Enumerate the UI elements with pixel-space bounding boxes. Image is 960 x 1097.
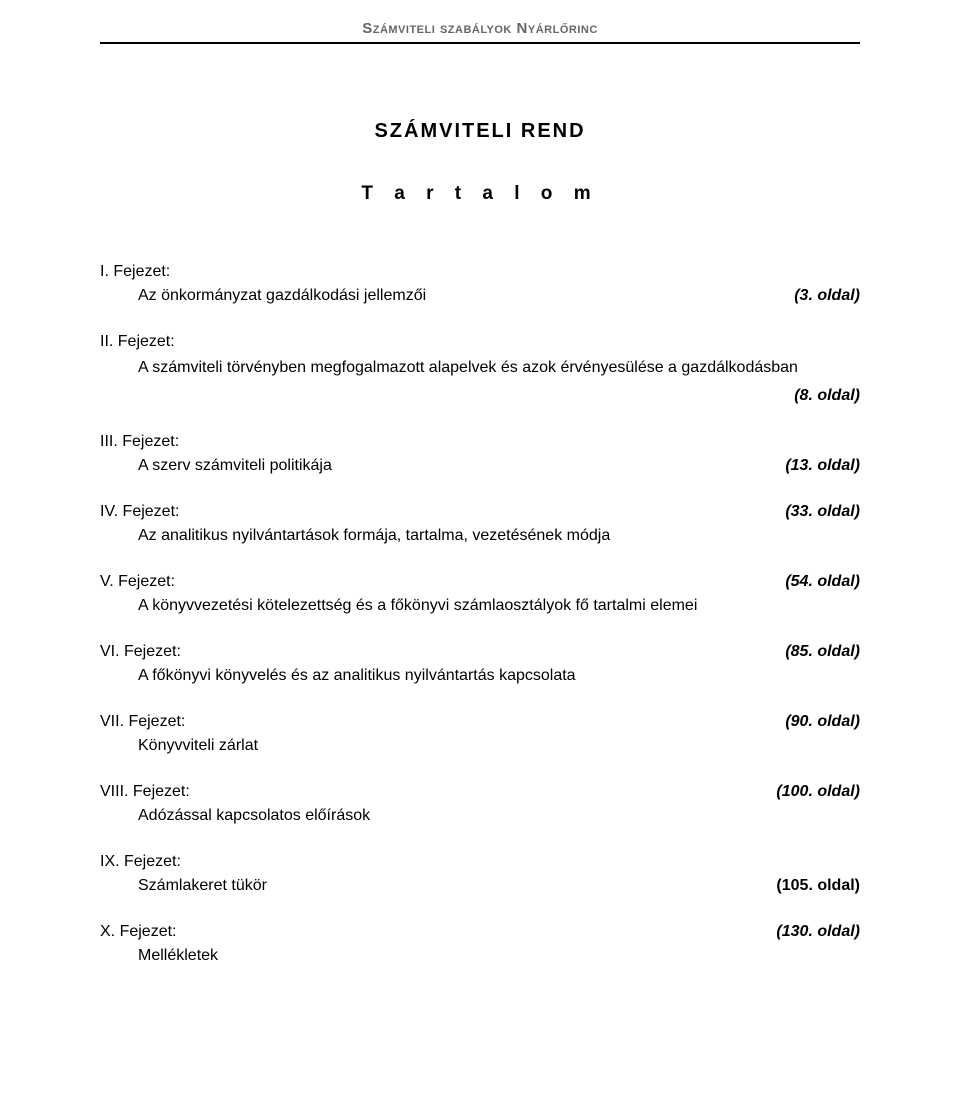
running-title: Számviteli szabályok Nyárlőrinc bbox=[362, 20, 598, 37]
toc-desc: A főkönyvi könyvelés és az analitikus ny… bbox=[138, 667, 576, 684]
toc-page: (130. oldal) bbox=[776, 920, 860, 944]
toc-page: (90. oldal) bbox=[785, 710, 860, 734]
toc-entry: IV. Fejezet: (33. oldal) Az analitikus n… bbox=[100, 500, 860, 548]
toc-label: II. Fejezet: bbox=[100, 330, 175, 354]
toc-entry: III. Fejezet: A szerv számviteli politik… bbox=[100, 430, 860, 478]
toc-page: (3. oldal) bbox=[794, 284, 860, 308]
toc-desc: A számviteli törvényben megfogalmazott a… bbox=[138, 359, 798, 376]
toc-label: X. Fejezet: bbox=[100, 920, 176, 944]
toc-entry: IX. Fejezet: Számlakeret tükör (105. old… bbox=[100, 850, 860, 898]
toc-page: (105. oldal) bbox=[776, 874, 860, 898]
toc-desc: A könyvvezetési kötelezettség és a főkön… bbox=[138, 597, 697, 614]
running-header: Számviteli szabályok Nyárlőrinc bbox=[100, 20, 860, 50]
toc-label: I. Fejezet: bbox=[100, 260, 170, 284]
toc-entry: X. Fejezet: (130. oldal) Mellékletek bbox=[100, 920, 860, 968]
toc-label: III. Fejezet: bbox=[100, 430, 179, 454]
toc-desc: Adózással kapcsolatos előírások bbox=[138, 807, 370, 824]
toc-label: VIII. Fejezet: bbox=[100, 780, 190, 804]
toc-desc: A szerv számviteli politikája bbox=[138, 454, 785, 478]
toc-desc: Számlakeret tükör bbox=[138, 874, 776, 898]
toc-page: (33. oldal) bbox=[785, 500, 860, 524]
toc-page: (8. oldal) bbox=[794, 384, 860, 408]
toc-desc: Mellékletek bbox=[138, 947, 218, 964]
toc-entry: VIII. Fejezet: (100. oldal) Adózással ka… bbox=[100, 780, 860, 828]
document-title: SZÁMVITELI REND bbox=[100, 120, 860, 143]
toc-entry: II. Fejezet: A számviteli törvényben meg… bbox=[100, 330, 860, 408]
table-of-contents: I. Fejezet: Az önkormányzat gazdálkodási… bbox=[100, 260, 860, 968]
toc-desc: Az analitikus nyilvántartások formája, t… bbox=[138, 527, 610, 544]
toc-label: VI. Fejezet: bbox=[100, 640, 181, 664]
toc-desc: Könyvviteli zárlat bbox=[138, 737, 258, 754]
toc-label: IV. Fejezet: bbox=[100, 500, 179, 524]
toc-page: (100. oldal) bbox=[776, 780, 860, 804]
toc-page: (54. oldal) bbox=[785, 570, 860, 594]
toc-entry: VII. Fejezet: (90. oldal) Könyvviteli zá… bbox=[100, 710, 860, 758]
toc-page: (85. oldal) bbox=[785, 640, 860, 664]
toc-label: IX. Fejezet: bbox=[100, 850, 181, 874]
toc-label: V. Fejezet: bbox=[100, 570, 175, 594]
toc-entry: VI. Fejezet: (85. oldal) A főkönyvi köny… bbox=[100, 640, 860, 688]
toc-desc: Az önkormányzat gazdálkodási jellemzői bbox=[138, 284, 794, 308]
toc-label: VII. Fejezet: bbox=[100, 710, 185, 734]
toc-page: (13. oldal) bbox=[785, 454, 860, 478]
toc-entry: I. Fejezet: Az önkormányzat gazdálkodási… bbox=[100, 260, 860, 308]
toc-entry: V. Fejezet: (54. oldal) A könyvvezetési … bbox=[100, 570, 860, 618]
header-rule bbox=[100, 42, 860, 44]
document-subtitle: T a r t a l o m bbox=[100, 183, 860, 205]
